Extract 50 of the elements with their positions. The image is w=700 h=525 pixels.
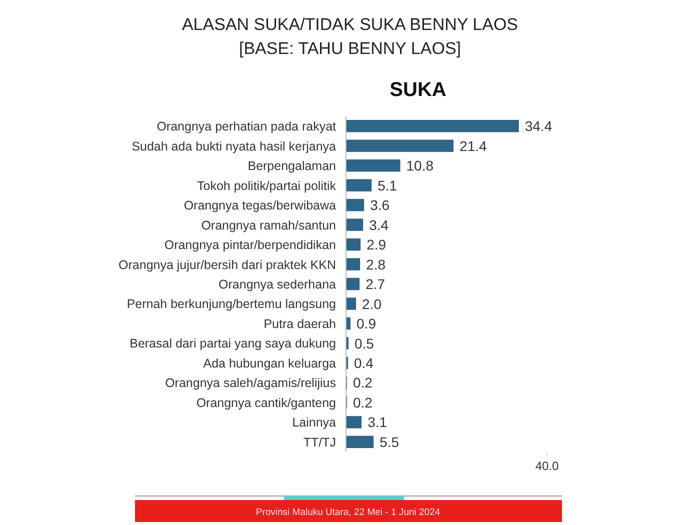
bar (346, 436, 374, 448)
data-label: 10.8 (406, 158, 434, 174)
bar (346, 238, 361, 251)
bar (346, 258, 360, 270)
data-label: 0.2 (353, 394, 373, 410)
data-label: 2.7 (366, 276, 386, 292)
data-label: 0.5 (354, 335, 374, 352)
y-tick-label: Orangnya saleh/agamis/relijius (165, 376, 336, 390)
y-tick-label: Orangnya pintar/berpendidikan (164, 238, 336, 252)
chart-title: ALASAN SUKA/TIDAK SUKA BENNY LAOS [BASE: TAHU BENNY LAOS] (182, 15, 518, 58)
y-tick-label: Orangnya cantik/ganteng (196, 396, 336, 410)
y-tick-label: Orangnya sederhana (218, 278, 336, 292)
bar (346, 179, 372, 192)
data-label: 5.5 (380, 434, 400, 450)
chart-subtitle: SUKA (390, 79, 446, 101)
y-tick-label: Tokoh politik/partai politik (197, 178, 337, 193)
bar (346, 198, 364, 212)
data-label: 34.4 (524, 118, 552, 134)
y-tick-label: Berasal dari partai yang saya dukung (130, 336, 336, 351)
y-tick-label: Berpengalaman (248, 159, 336, 174)
y-tick-label: Lainnya (292, 416, 336, 430)
bar (346, 159, 400, 172)
x-tick-label: 40.0 (535, 459, 559, 473)
bar (346, 298, 356, 310)
data-label: 0.2 (353, 374, 373, 391)
y-tick-label: Orangnya jujur/bersih dari praktek KKN (118, 258, 336, 272)
bar (346, 140, 454, 152)
data-label: 0.4 (354, 355, 374, 372)
data-label: 0.9 (356, 316, 376, 332)
y-tick-label: Orangnya ramah/santun (201, 218, 336, 232)
text: Provinsi Maluku Utara, 22 Mei - 1 Juni 2024 (256, 507, 440, 518)
data-label: 3.1 (368, 414, 388, 430)
y-tick-label: Pernah berkunjung/bertemu langsung (126, 297, 336, 312)
y-tick-label: Orangnya tegas/berwibawa (184, 198, 336, 213)
data-label: 2.8 (366, 256, 386, 272)
bar (346, 278, 360, 290)
y-tick-label: Ada hubungan keluarga (203, 356, 336, 370)
data-label: 2.9 (366, 236, 386, 253)
y-tick-label: Putra daerah (264, 316, 336, 331)
bar (346, 120, 519, 132)
data-label: 5.1 (378, 177, 398, 194)
data-label: 21.4 (460, 138, 487, 154)
y-tick-label: Orangnya perhatian pada rakyat (156, 120, 337, 134)
bar (346, 416, 362, 428)
data-label: 3.6 (370, 197, 390, 214)
y-tick-label: Sudah ada bukti nyata hasil kerjanya (132, 139, 336, 154)
data-label: 3.4 (369, 216, 389, 233)
bar (346, 218, 364, 231)
data-label: 2.0 (362, 296, 382, 312)
y-tick-label: TT/TJ (303, 435, 336, 450)
